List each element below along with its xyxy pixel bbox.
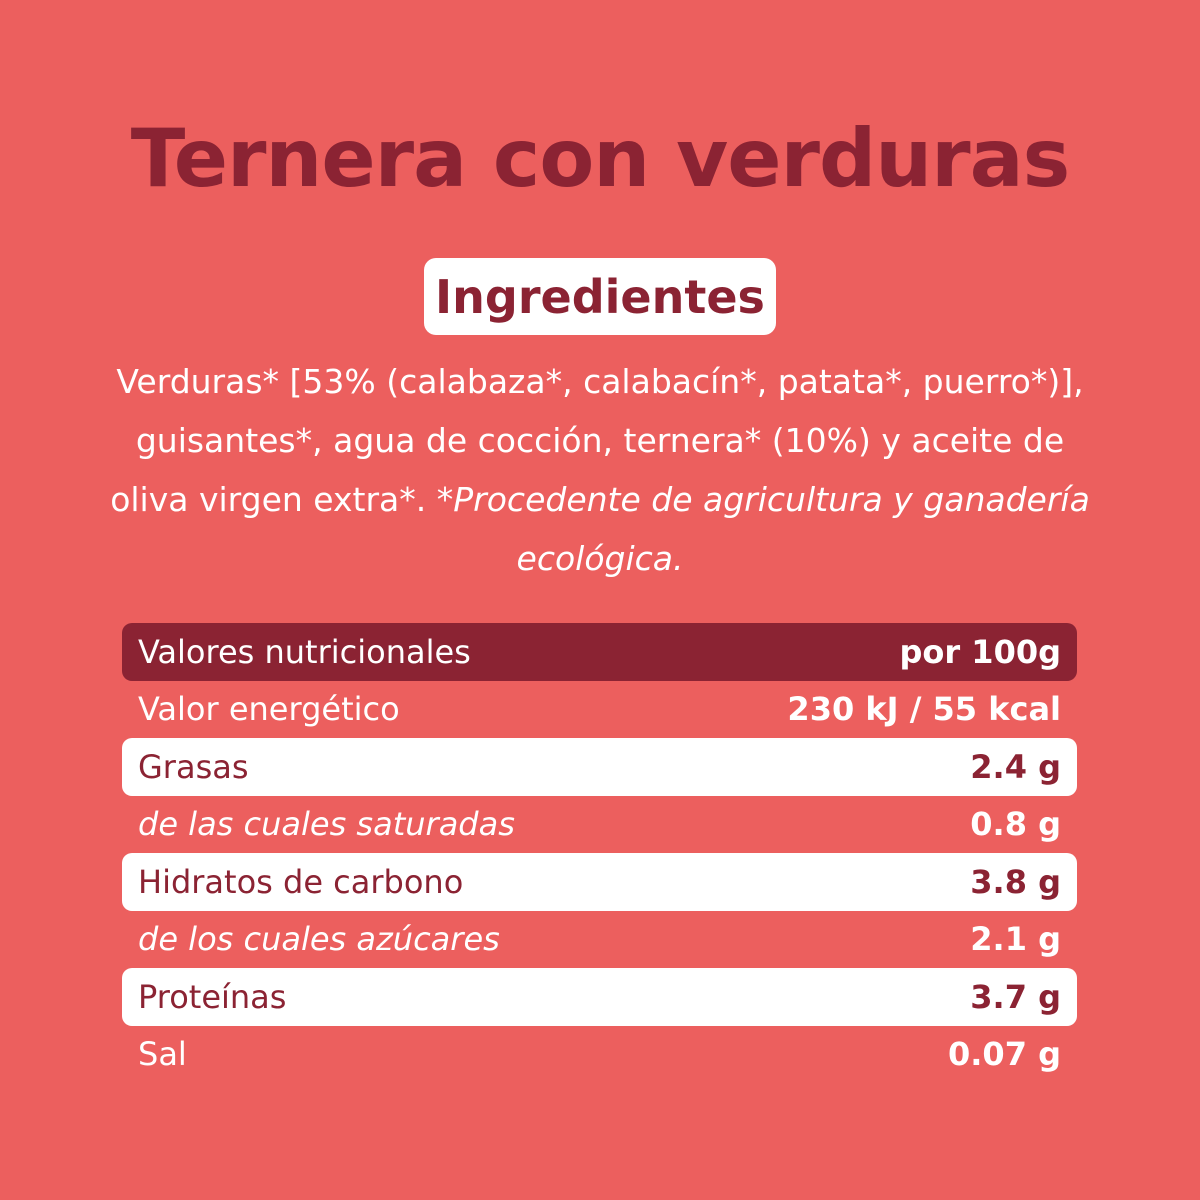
ingredients-note: *Procedente de agricultura y ganadería e… <box>436 480 1090 578</box>
row-label: de las cuales saturadas <box>138 805 515 844</box>
nutrition-row-protein: Proteínas 3.7 g <box>122 968 1077 1026</box>
row-value: 2.4 g <box>970 747 1061 786</box>
row-label: de los cuales azúcares <box>138 920 500 959</box>
ingredients-text: Verduras* [53% (calabaza*, calabacín*, p… <box>110 352 1090 588</box>
nutrition-row-fat: Grasas 2.4 g <box>122 738 1077 796</box>
ingredients-list: Verduras* [53% (calabaza*, calabacín*, p… <box>110 362 1084 519</box>
row-value: 0.8 g <box>970 805 1061 844</box>
row-value: 0.07 g <box>948 1035 1061 1074</box>
row-value: 230 kJ / 55 kcal <box>787 690 1061 729</box>
nutrition-header: Valores nutricionales por 100g <box>122 623 1077 681</box>
nutrition-row-salt: Sal 0.07 g <box>122 1026 1077 1084</box>
nutrition-row-carbs: Hidratos de carbono 3.8 g <box>122 853 1077 911</box>
row-value: 3.7 g <box>970 977 1061 1016</box>
nutrition-header-label: Valores nutricionales <box>138 632 471 671</box>
nutrition-header-value: por 100g <box>899 632 1061 671</box>
row-label: Grasas <box>138 747 249 786</box>
product-title: Ternera con verduras <box>130 112 1070 205</box>
row-label: Proteínas <box>138 977 287 1016</box>
ingredients-heading: Ingredientes <box>424 258 776 335</box>
row-value: 2.1 g <box>970 920 1061 959</box>
row-label: Sal <box>138 1035 187 1074</box>
row-label: Valor energético <box>138 690 400 729</box>
nutrition-row-saturated: de las cuales saturadas 0.8 g <box>122 796 1077 854</box>
row-label: Hidratos de carbono <box>138 862 464 901</box>
nutrition-row-energy: Valor energético 230 kJ / 55 kcal <box>122 681 1077 739</box>
row-value: 3.8 g <box>970 862 1061 901</box>
nutrition-row-sugars: de los cuales azúcares 2.1 g <box>122 911 1077 969</box>
nutrition-table: Valores nutricionales por 100g Valor ene… <box>122 623 1077 1083</box>
